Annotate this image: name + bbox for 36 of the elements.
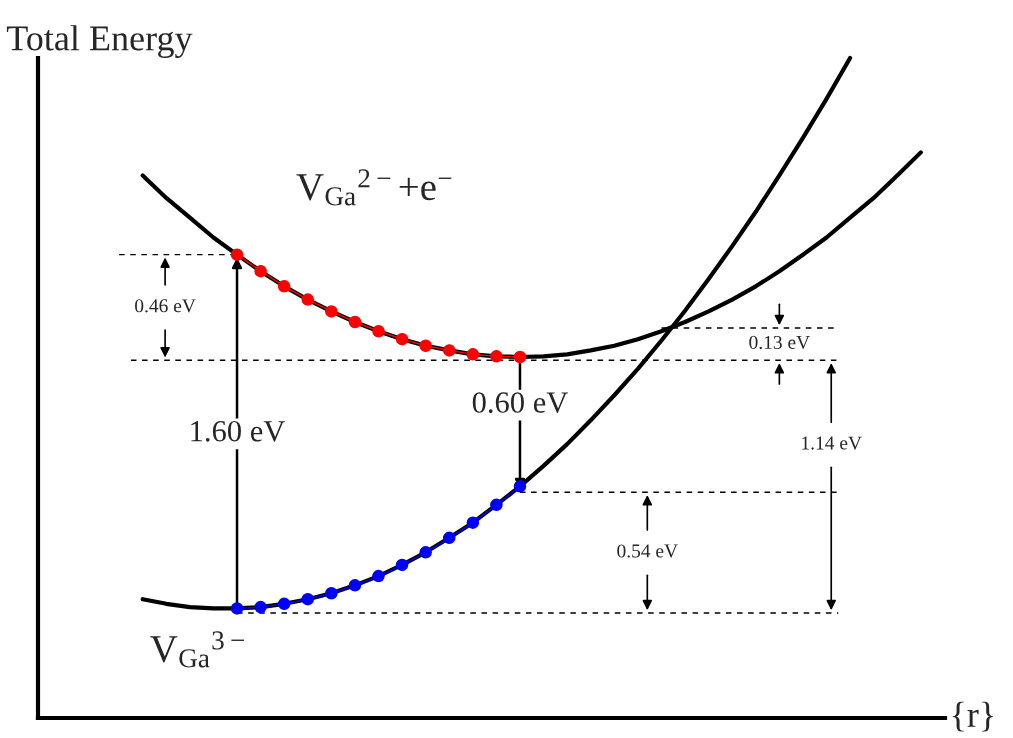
point: [230, 602, 244, 615]
point: [419, 546, 432, 559]
point: [277, 597, 291, 611]
annotation: 1.14 eV: [802, 436, 862, 450]
point: [442, 344, 456, 357]
point: [372, 569, 385, 583]
point: [254, 264, 267, 278]
point: [301, 293, 315, 306]
point: [254, 600, 267, 614]
point: [348, 579, 362, 592]
point: [325, 587, 338, 600]
point: [442, 531, 456, 545]
point: [513, 480, 527, 493]
point: [372, 324, 385, 338]
annotation: 0.13 eV: [749, 335, 810, 350]
annotation: 1.60 eV: [191, 420, 286, 442]
point: [513, 350, 527, 364]
point: [395, 332, 409, 346]
point: [466, 348, 480, 361]
point: [348, 315, 362, 329]
point: [466, 516, 480, 529]
point: [325, 305, 338, 318]
point: [419, 339, 432, 353]
point: [395, 558, 409, 572]
annotation: 0.54 eV: [617, 544, 678, 558]
point: [490, 350, 503, 363]
x-axis-title: {r}: [952, 701, 993, 732]
point: [230, 248, 244, 261]
series-label: V$_{Ga}$$^{2−}$+e$^{−}$: [296, 169, 452, 206]
annotation: 0.46 eV: [135, 299, 196, 313]
annotation: 0.60 eV: [472, 392, 569, 413]
series-label: V$_{Ga}$$^{3−}$: [150, 631, 245, 668]
point: [490, 498, 503, 512]
y-axis-title: Total Energy: [6, 25, 193, 58]
point: [277, 280, 291, 293]
point: [301, 592, 315, 606]
